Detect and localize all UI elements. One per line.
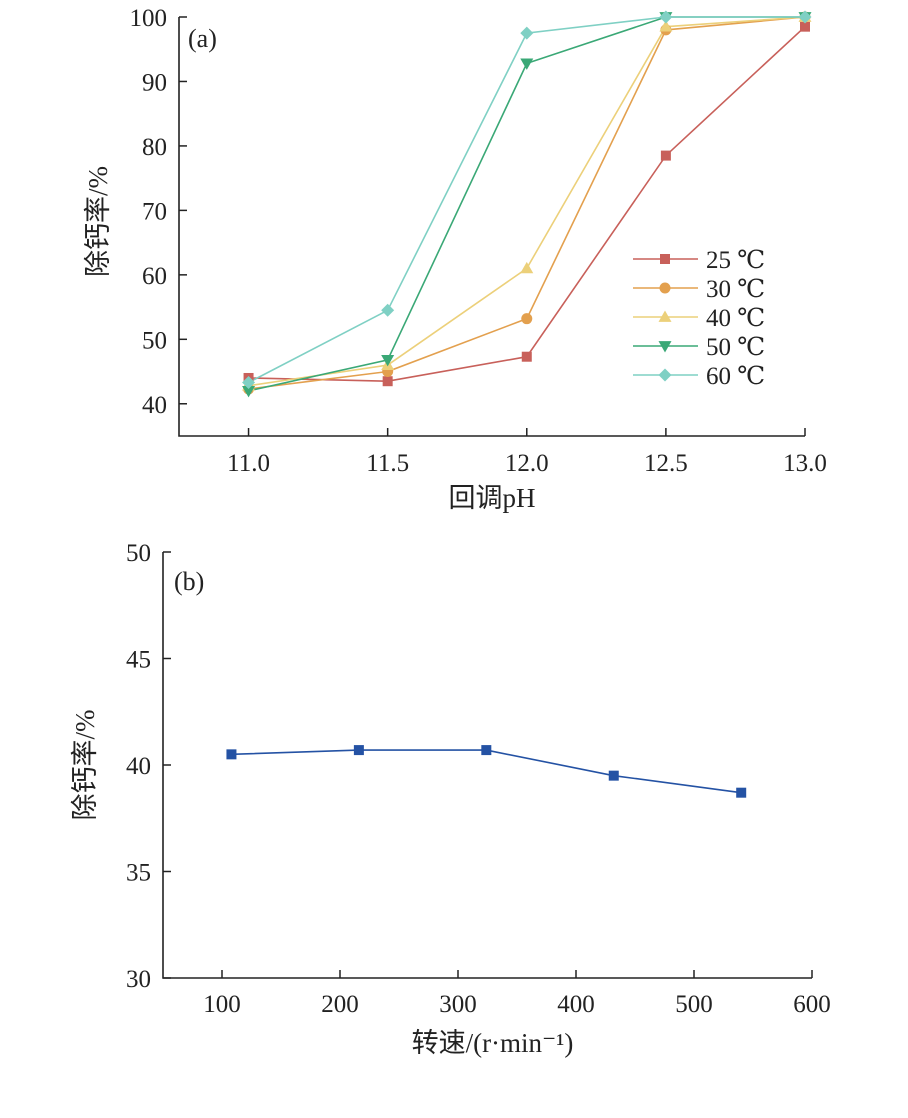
y-tick-label: 35 [126, 860, 151, 887]
x-tick-label: 400 [557, 991, 595, 1018]
x-tick-label: 11.5 [366, 450, 409, 477]
data-point [659, 10, 673, 24]
legend-marker [658, 368, 672, 382]
panel-label: (a) [188, 24, 217, 53]
x-tick-label: 12.0 [505, 450, 549, 477]
x-tick-label: 100 [203, 991, 241, 1018]
legend: 25 ℃30 ℃40 ℃50 ℃60 ℃ [633, 247, 765, 390]
y-tick-label: 70 [142, 198, 167, 225]
data-point [608, 770, 619, 781]
data-point [798, 10, 812, 24]
data-point [226, 749, 237, 760]
data-point [381, 303, 395, 317]
data-point [660, 150, 671, 161]
y-tick-label: 40 [126, 753, 151, 780]
legend-marker [658, 310, 672, 322]
x-tick-label: 13.0 [783, 450, 827, 477]
y-tick-label: 90 [142, 69, 167, 96]
y-tick-label: 45 [126, 647, 151, 674]
y-tick-label: 30 [126, 966, 151, 993]
y-tick-label: 80 [142, 134, 167, 161]
data-point [242, 375, 256, 389]
data-point [659, 20, 673, 32]
axis-lines [162, 552, 812, 979]
x-tick-label: 12.5 [644, 450, 688, 477]
y-axis-label: 除钙率/% [83, 166, 113, 277]
x-axis-label: 转速/(r·min⁻¹) [412, 1028, 574, 1058]
legend-label: 60 ℃ [706, 363, 765, 390]
y-tick-label: 60 [142, 263, 167, 290]
legend-marker [659, 282, 671, 294]
data-point [800, 21, 810, 32]
legend-label: 50 ℃ [706, 334, 765, 361]
y-tick-label: 40 [142, 392, 167, 419]
legend-marker [658, 341, 672, 353]
legend-label: 40 ℃ [706, 305, 765, 332]
x-tick-label: 300 [439, 991, 477, 1018]
x-axis-label: 回调pH [449, 483, 536, 513]
data-point [521, 351, 532, 362]
y-tick-label: 50 [142, 327, 167, 354]
y-tick-label: 50 [126, 540, 151, 567]
x-tick-label: 500 [675, 991, 713, 1018]
data-point [521, 313, 533, 325]
legend-marker [660, 254, 670, 264]
data-point [520, 261, 534, 274]
axis-lines [178, 17, 805, 437]
series-line [231, 749, 742, 794]
legend-label: 25 ℃ [706, 247, 765, 274]
panel-label: (b) [174, 567, 204, 596]
legend-label: 30 ℃ [706, 276, 765, 303]
y-tick-label: 100 [130, 5, 168, 32]
data-point [382, 376, 393, 387]
data-point [381, 355, 395, 367]
data-point [481, 745, 492, 756]
chart-b: 30 35 40 45 50 100 200 300 400 500 600 转速/(r·min⁻¹)… [70, 540, 831, 1058]
x-tick-label: 11.0 [227, 450, 270, 477]
data-point [736, 787, 747, 798]
chart-a: 40 50 60 70 80 90 100 11.0 11.5 12.0 12.5 13.0 回调pH 除… [83, 5, 827, 513]
x-tick-label: 600 [793, 991, 831, 1018]
y-axis-label: 除钙率/% [70, 710, 100, 821]
data-point [242, 386, 256, 398]
data-point [520, 26, 534, 40]
data-point [353, 745, 364, 756]
data-point [520, 58, 534, 70]
x-tick-label: 200 [321, 991, 359, 1018]
